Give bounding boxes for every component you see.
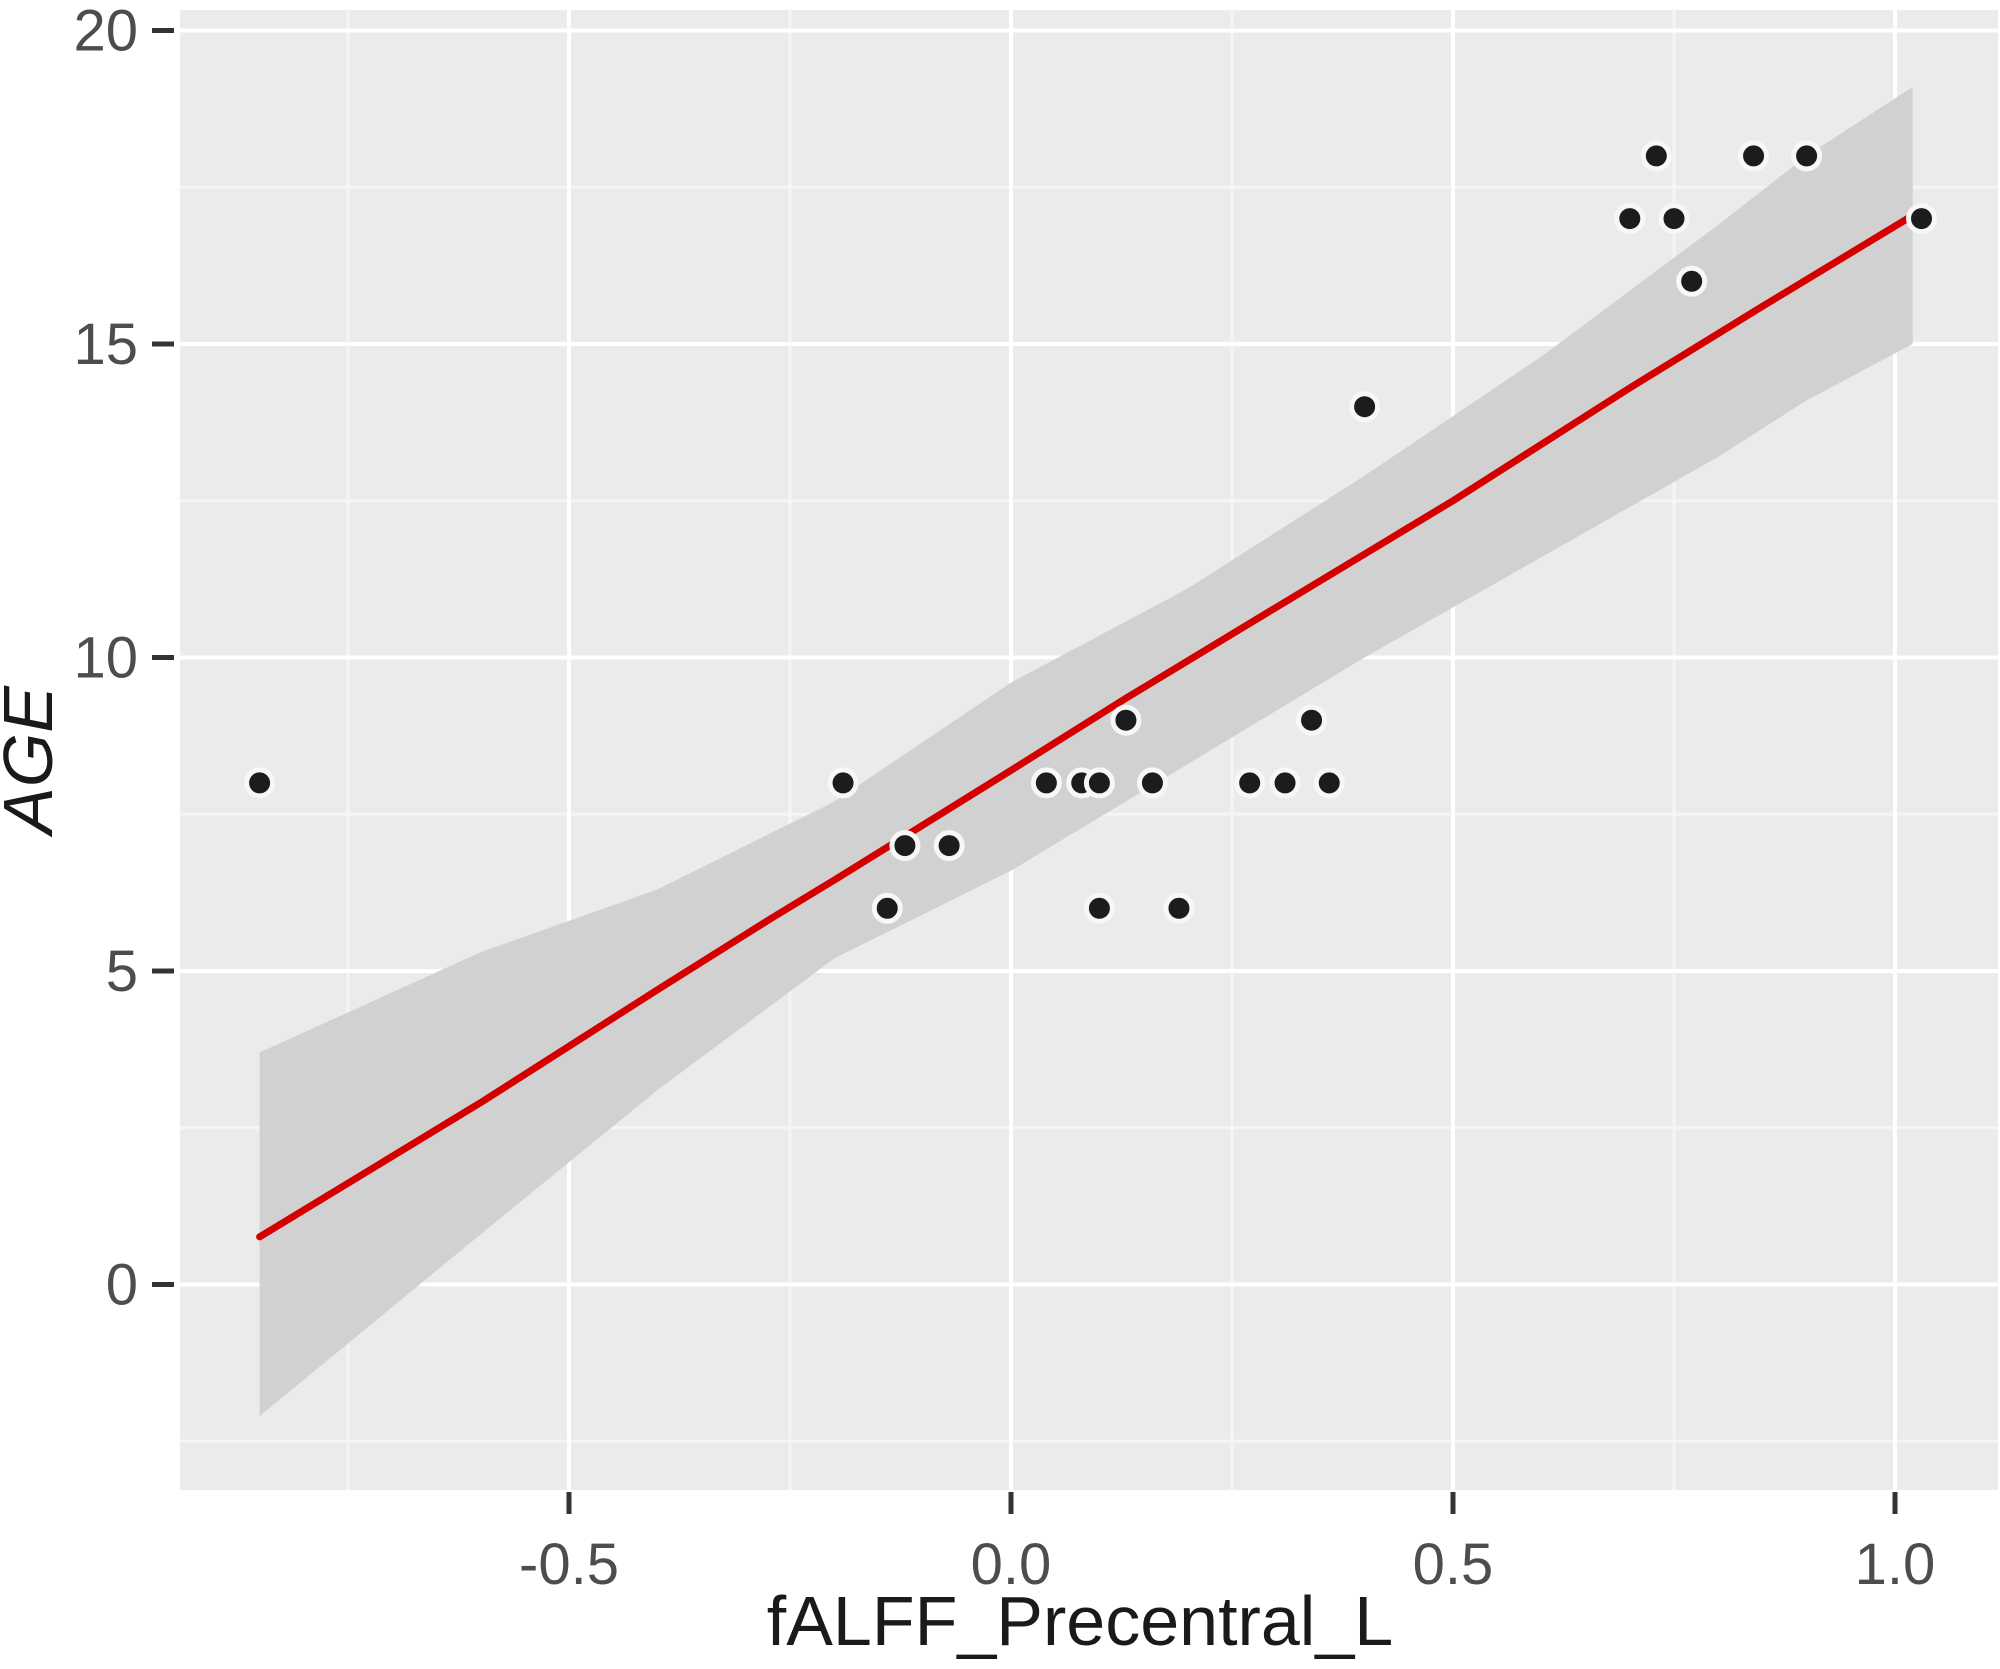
data-point: [1083, 892, 1115, 924]
data-point: [1313, 767, 1345, 799]
data-point: [1791, 140, 1823, 172]
y-tick-label: 15: [73, 312, 138, 377]
y-axis-title: AGE: [0, 685, 67, 838]
data-point: [1738, 140, 1770, 172]
regression-line: [256, 211, 1917, 1241]
confidence-band: [259, 86, 1913, 1417]
x-tick-label: -0.5: [519, 1532, 619, 1597]
data-point: [889, 830, 921, 862]
y-tick-label: 10: [73, 626, 138, 691]
y-tick-label: 5: [106, 939, 138, 1004]
data-point: [1349, 391, 1381, 423]
data-point: [244, 767, 276, 799]
data-point: [1296, 704, 1328, 736]
data-point: [1136, 767, 1168, 799]
data-point: [1676, 265, 1708, 297]
axis-tick-marks: [152, 28, 1898, 1514]
y-tick-label: 0: [106, 1253, 138, 1318]
data-point: [827, 767, 859, 799]
data-point: [1658, 203, 1690, 235]
data-point: [1234, 767, 1266, 799]
x-tick-label: 0.0: [971, 1532, 1052, 1597]
data-point: [1163, 892, 1195, 924]
data-point: [1030, 767, 1062, 799]
data-point: [1906, 203, 1938, 235]
data-points: [244, 140, 1938, 924]
data-point: [1110, 704, 1142, 736]
y-tick-label: 20: [73, 0, 138, 64]
x-tick-label: 0.5: [1413, 1532, 1494, 1597]
y-axis-tick-labels: 20 15 10 5 0: [73, 0, 138, 1318]
x-tick-label: 1.0: [1855, 1532, 1936, 1597]
data-point: [1269, 767, 1301, 799]
x-axis-title: fALFF_Precentral_L: [767, 1582, 1393, 1660]
x-axis-tick-labels: -0.5 0.0 0.5 1.0: [519, 1532, 1935, 1597]
data-point: [1640, 140, 1672, 172]
data-point: [933, 830, 965, 862]
minor-gridlines: [180, 10, 1998, 1490]
data-point: [871, 892, 903, 924]
data-point: [1083, 767, 1115, 799]
data-point: [1614, 203, 1646, 235]
